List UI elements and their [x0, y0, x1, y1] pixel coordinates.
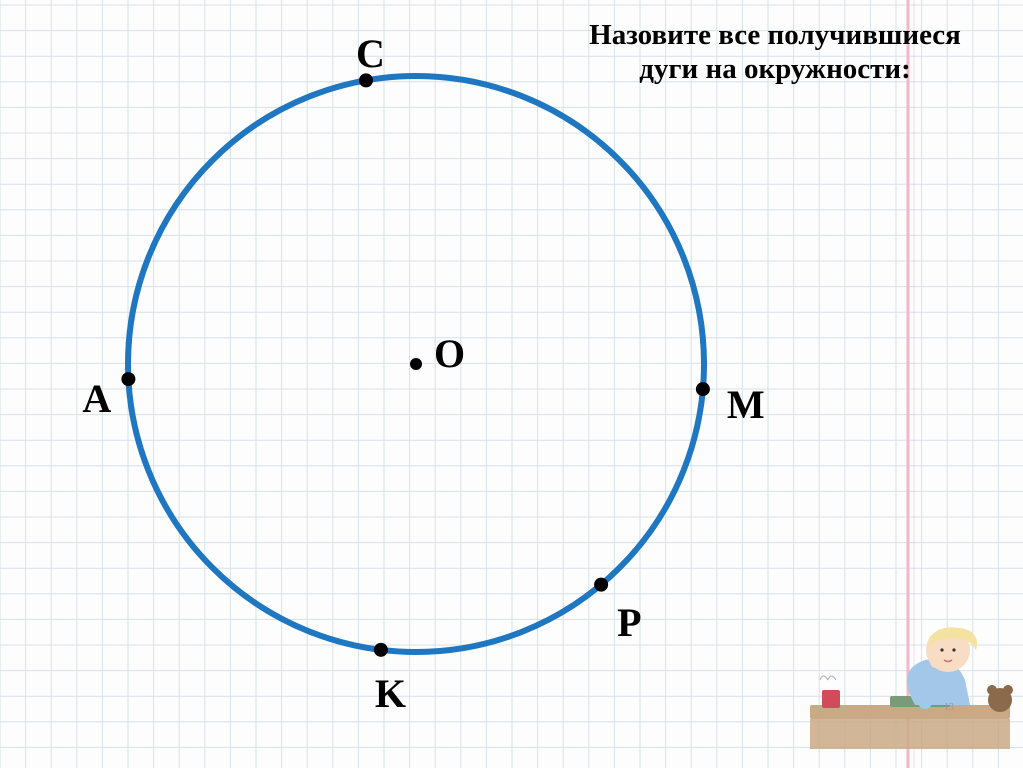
center-dot [410, 358, 422, 370]
point-c-label: C [356, 30, 385, 77]
prompt-text: Назовите все получившиеся дуги на окружн… [540, 18, 1010, 86]
point-p-dot [594, 578, 608, 592]
slide-number: 13 [944, 702, 954, 713]
prompt-line2: дуги на окружности: [639, 53, 911, 85]
point-a-dot [121, 372, 135, 386]
point-p-label: P [617, 599, 641, 646]
point-m-label: M [727, 381, 765, 428]
point-k-dot [374, 643, 388, 657]
point-k-label: K [375, 670, 406, 717]
point-m-dot [696, 382, 710, 396]
geometry-canvas [0, 0, 1023, 768]
prompt-line1: Назовите все получившиеся [589, 19, 961, 51]
point-a-label: A [82, 375, 111, 422]
center-label: O [434, 330, 465, 377]
